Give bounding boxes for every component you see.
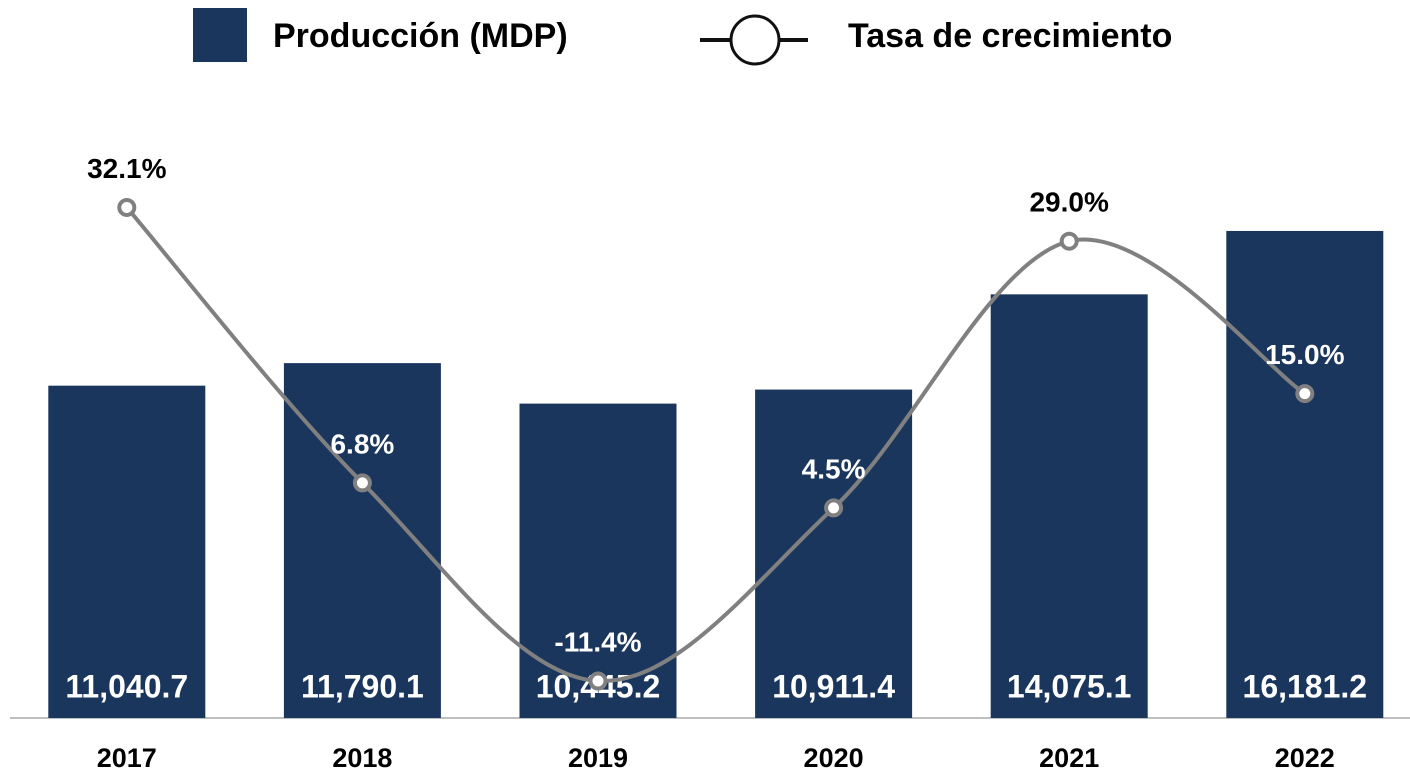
line-value-label: 4.5% <box>802 453 866 484</box>
bar-value-label: 10,911.4 <box>772 668 895 704</box>
legend-swatch-marker <box>729 14 781 66</box>
bar <box>1226 230 1384 719</box>
bar <box>990 294 1148 718</box>
line-marker <box>824 498 844 518</box>
bar-value-label: 16,181.2 <box>1243 668 1368 704</box>
line-value-label: 15.0% <box>1265 339 1344 370</box>
bar <box>48 385 206 718</box>
line <box>125 206 1306 683</box>
x-tick-label: 2022 <box>1275 743 1335 771</box>
bar-value-label: 11,040.7 <box>65 668 188 704</box>
x-tick-label: 2021 <box>1039 743 1099 771</box>
line-value-label: -11.4% <box>554 626 641 657</box>
line-marker <box>1059 231 1079 251</box>
line-value-label: 32.1% <box>87 153 166 184</box>
x-tick-label: 2020 <box>804 743 864 771</box>
legend-label: Tasa de crecimiento <box>848 17 1172 55</box>
bar <box>519 403 677 718</box>
line-marker <box>1295 384 1315 404</box>
legend-label: Producción (MDP) <box>273 17 568 55</box>
x-tick-label: 2019 <box>568 743 628 771</box>
bar-value-label: 11,790.1 <box>301 668 424 704</box>
x-tick-label: 2018 <box>332 743 392 771</box>
legend-swatch-bar <box>193 8 247 62</box>
x-tick-label: 2017 <box>97 743 157 771</box>
line-marker <box>588 671 608 691</box>
bar-value-label: 14,075.1 <box>1007 668 1132 704</box>
line-marker <box>352 473 372 493</box>
line-value-label: 29.0% <box>1029 187 1108 218</box>
line-value-label: 6.8% <box>330 428 394 459</box>
line-marker <box>117 197 137 217</box>
